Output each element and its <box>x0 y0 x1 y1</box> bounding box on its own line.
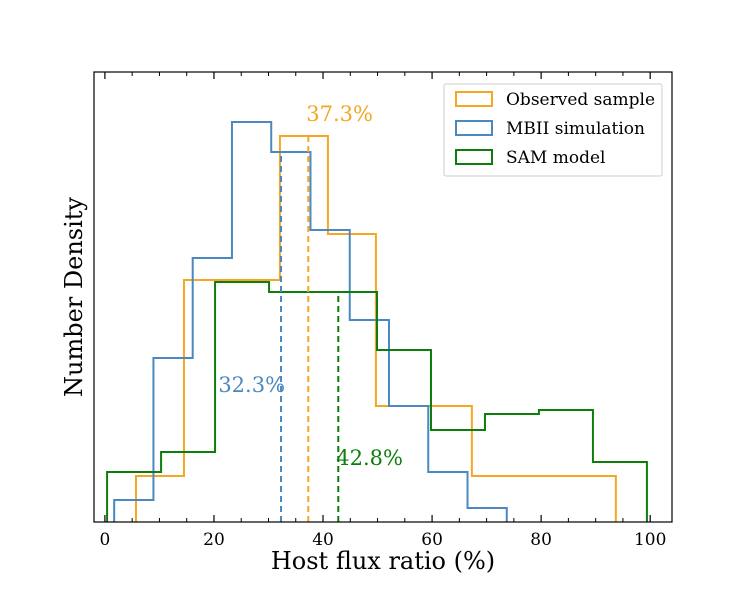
x-axis-label: Host flux ratio (%) <box>271 547 495 575</box>
legend-entry-label: Observed sample <box>506 90 655 110</box>
histogram-observed-sample <box>134 135 617 522</box>
x-tick-label: 80 <box>530 530 552 550</box>
median-label-mbii-simulation: 32.3% <box>218 373 285 397</box>
legend-swatch <box>455 91 493 107</box>
median-label-sam-model: 42.8% <box>336 446 403 470</box>
x-tick-label: 60 <box>421 530 443 550</box>
axis-ticks-layer: 0 20 40 60 80 100 <box>99 72 666 550</box>
legend-swatch <box>455 149 493 165</box>
x-tick-label: 20 <box>203 530 225 550</box>
legend-frame <box>443 83 663 177</box>
median-lines-layer <box>280 136 340 522</box>
x-tick-label: 40 <box>312 530 334 550</box>
legend: Observed sample MBII simulation SAM model <box>443 83 663 177</box>
median-annotations-layer: 37.3% 32.3% 42.8% <box>218 102 403 470</box>
legend-swatch <box>455 120 493 136</box>
x-tick-label: 0 <box>99 530 110 550</box>
x-tick-label: 100 <box>634 530 666 550</box>
legend-entry-label: MBII simulation <box>506 119 645 139</box>
legend-entry-label: SAM model <box>506 148 605 168</box>
histogram-mbii-simulation <box>113 121 508 522</box>
histogram-sam-model <box>106 281 648 522</box>
plot-frame <box>93 71 673 523</box>
histogram-layer <box>106 121 648 522</box>
y-axis-label: Number Density <box>60 197 88 397</box>
median-label-observed-sample: 37.3% <box>306 102 373 126</box>
